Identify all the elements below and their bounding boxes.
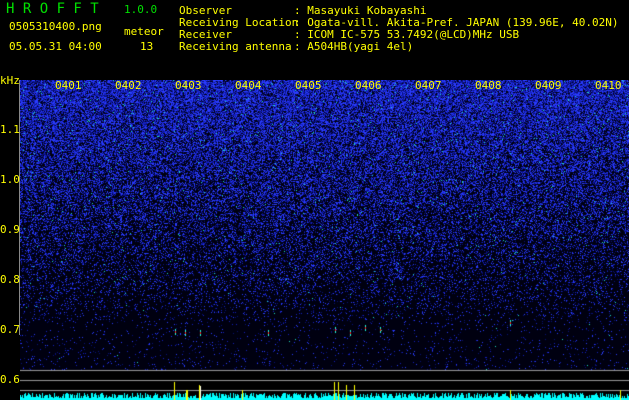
meteor-label: meteor [124, 25, 164, 38]
info-label: Receiver [179, 28, 232, 41]
y-tick: 0.6 [0, 373, 20, 386]
info-value: : A504HB(yagi 4el) [294, 40, 414, 53]
spectrogram [20, 80, 629, 400]
time-tick: 0406 [355, 79, 382, 92]
info-value: : Ogata-vill. Akita-Pref. JAPAN (139.96E… [294, 16, 619, 29]
time-tick: 0404 [235, 79, 262, 92]
time-tick: 0403 [175, 79, 202, 92]
time-tick: 0410 [595, 79, 622, 92]
y-tick: 0.7 [0, 323, 20, 336]
time-tick: 0409 [535, 79, 562, 92]
y-tick: 0.8 [0, 273, 20, 286]
time-tick: 0405 [295, 79, 322, 92]
time-tick: 0401 [55, 79, 82, 92]
y-tick: 1.1 [0, 123, 20, 136]
info-label: Observer [179, 4, 232, 17]
file-datetime: 05.05.31 04:00 [9, 40, 102, 53]
y-tick: 1.0 [0, 173, 20, 186]
axis-line [19, 80, 20, 335]
y-tick: 0.9 [0, 223, 20, 236]
app-version: 1.0.0 [124, 3, 158, 16]
time-tick: 0407 [415, 79, 442, 92]
meteor-count: 13 [140, 40, 154, 53]
info-label: Receiving Location [179, 16, 299, 29]
info-label: Receiving antenna [179, 40, 292, 53]
time-tick: 0408 [475, 79, 502, 92]
axis-unit: kHz [0, 74, 20, 87]
file-name: 0505310400.png [9, 20, 102, 33]
info-value: : Masayuki Kobayashi [294, 4, 427, 17]
time-tick: 0402 [115, 79, 142, 92]
app-title: H R O F F T [6, 1, 99, 17]
info-value: : ICOM IC-575 53.7492(@LCD)MHz USB [294, 28, 520, 41]
